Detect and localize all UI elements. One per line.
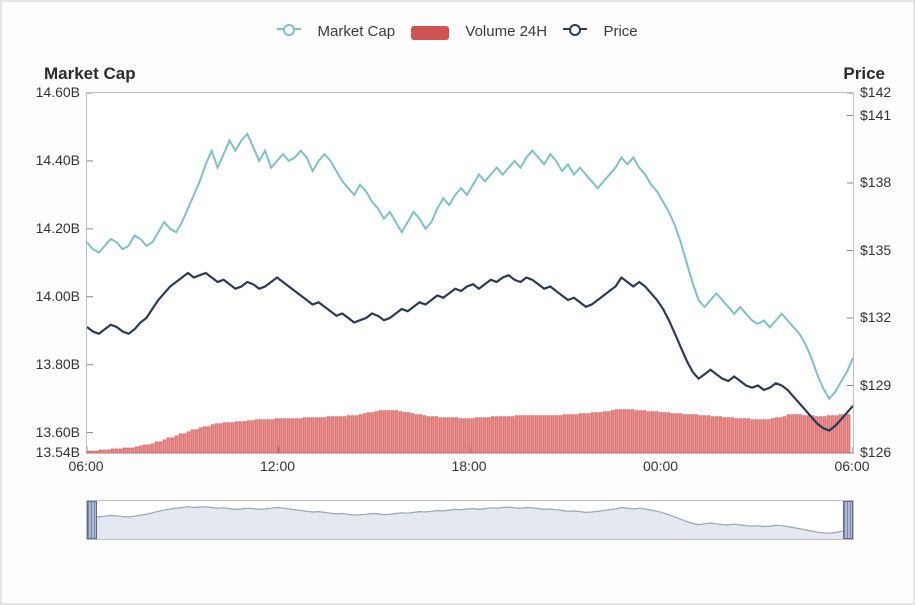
legend-item-market-cap[interactable]: Market Cap (318, 23, 396, 40)
chart-container: .legend .swatch-line[data-name="market-c… (0, 0, 915, 605)
brush-handle-right[interactable] (843, 501, 853, 539)
y-left-tick: 14.60B (20, 84, 80, 100)
y-right-tick: $132 (860, 309, 891, 325)
market-cap-icon: .legend .swatch-line[data-name="market-c… (277, 28, 301, 30)
y-right-tick: $141 (860, 107, 891, 123)
y-left-tick: 13.80B (20, 356, 80, 372)
x-tick: 00:00 (643, 458, 678, 474)
legend-item-volume[interactable]: Volume 24H (465, 23, 547, 40)
price-icon: .legend .swatch-line[data-name="price-ic… (563, 28, 587, 30)
y-axis-left-title: Market Cap (44, 64, 136, 84)
x-tick: 18:00 (451, 458, 486, 474)
y-left-tick: 14.20B (20, 220, 80, 236)
y-right-tick: $135 (860, 242, 891, 258)
brush-handle-left[interactable] (87, 501, 97, 539)
y-left-tick: 14.00B (20, 288, 80, 304)
legend: .legend .swatch-line[data-name="market-c… (2, 22, 913, 40)
x-tick: 12:00 (260, 458, 295, 474)
y-right-tick: $129 (860, 377, 891, 393)
y-right-tick: $138 (860, 174, 891, 190)
range-brush[interactable] (86, 500, 854, 540)
plot-area[interactable] (86, 92, 854, 454)
y-left-tick: 14.40B (20, 152, 80, 168)
volume-icon (411, 26, 449, 40)
x-tick: 06:00 (834, 458, 869, 474)
y-axis-right-title: Price (843, 64, 885, 84)
y-left-tick: 13.60B (20, 424, 80, 440)
x-tick: 06:00 (68, 458, 103, 474)
legend-item-price[interactable]: Price (603, 23, 637, 40)
y-right-tick: $142 (860, 84, 891, 100)
